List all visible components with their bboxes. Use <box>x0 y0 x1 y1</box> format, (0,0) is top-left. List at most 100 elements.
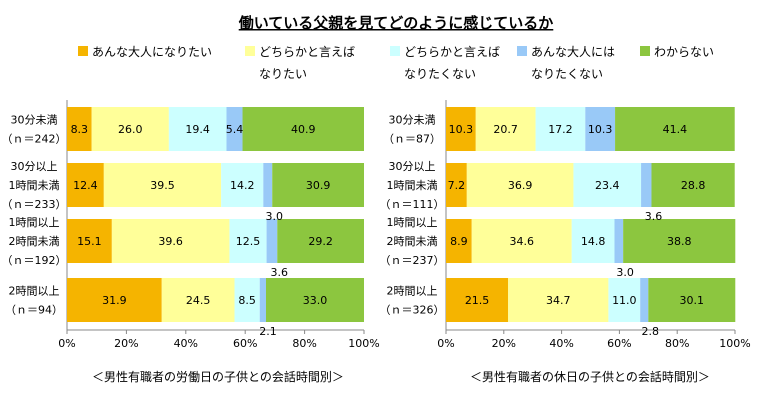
data-label: 41.4 <box>663 123 688 136</box>
bar-segment <box>446 219 472 263</box>
bar-segment <box>614 219 624 263</box>
data-label: 7.2 <box>448 179 466 192</box>
bar-segment <box>446 107 476 151</box>
data-label: 3.0 <box>265 210 283 223</box>
category-label: （ｎ＝237） <box>380 254 445 267</box>
x-tick-label: 60% <box>607 337 631 350</box>
data-label: 39.5 <box>150 179 175 192</box>
category-label: 1時間以上 <box>9 216 60 229</box>
data-label: 24.5 <box>186 294 211 307</box>
data-label: 29.2 <box>308 235 333 248</box>
x-tick-label: 100% <box>719 337 750 350</box>
legend-label-4-0: わからない <box>654 45 714 59</box>
category-label: 1時間未満 <box>387 179 438 192</box>
category-label: （ｎ＝242） <box>2 133 67 146</box>
bar-segment <box>259 278 266 322</box>
bar-segment <box>67 278 162 322</box>
bar-segment <box>466 163 574 207</box>
data-label: 12.5 <box>236 235 261 248</box>
x-tick-label: 80% <box>665 337 689 350</box>
bar-segment <box>573 163 642 207</box>
data-label: 2.1 <box>259 325 277 338</box>
data-label: 28.8 <box>681 179 706 192</box>
data-label: 19.4 <box>185 123 210 136</box>
x-tick-label: 0% <box>58 337 75 350</box>
category-label: （ｎ＝94） <box>5 304 63 317</box>
bar-segment <box>651 163 735 207</box>
data-label: 3.6 <box>271 266 289 279</box>
data-label: 15.1 <box>77 235 102 248</box>
category-label: 1時間未満 <box>9 179 60 192</box>
category-label: 2時間未満 <box>9 235 60 248</box>
x-tick-label: 60% <box>233 337 257 350</box>
chart-holiday: 0% 20% 40% 60% 80% 100% 30分未満 （ｎ＝87） 30分以上 1時間未満 （… <box>380 100 751 384</box>
legend-swatch-3 <box>517 46 527 56</box>
data-label: 8.9 <box>450 235 468 248</box>
bar-segment <box>111 219 230 263</box>
data-label: 14.2 <box>230 179 255 192</box>
data-label: 34.6 <box>509 235 534 248</box>
data-label: 33.0 <box>303 294 328 307</box>
data-label: 38.8 <box>667 235 692 248</box>
data-label: 20.7 <box>493 123 518 136</box>
bar-segment <box>265 278 364 322</box>
category-label: 2時間以上 <box>9 285 60 298</box>
x-tick-label: 0% <box>437 337 454 350</box>
bar-segment <box>67 163 104 207</box>
category-label: 30分以上 <box>389 160 436 173</box>
legend-label-2-1: なりたくない <box>404 67 476 81</box>
data-label: 12.4 <box>73 179 98 192</box>
bar-segment <box>272 163 364 207</box>
category-label: 2時間以上 <box>387 285 438 298</box>
data-label: 30.1 <box>680 294 705 307</box>
data-label: 21.5 <box>465 294 490 307</box>
category-label: 2時間未満 <box>387 235 438 248</box>
chart-caption: ＜男性有職者の労働日の子供との会話時間別＞ <box>92 369 344 384</box>
x-tick-label: 80% <box>292 337 316 350</box>
data-label: 2.8 <box>642 325 660 338</box>
category-label: （ｎ＝192） <box>2 254 67 267</box>
legend-label-2-0: どちらかと言えば <box>404 45 500 59</box>
bar-segment <box>446 278 509 322</box>
data-label: 14.8 <box>581 235 606 248</box>
data-label: 10.3 <box>449 123 474 136</box>
bar-segment <box>226 107 243 151</box>
legend-swatch-0 <box>78 46 88 56</box>
bar-segment <box>221 163 264 207</box>
legend-label-3-0: あんな大人には <box>531 45 615 59</box>
data-label: 3.6 <box>645 210 663 223</box>
bar-segment <box>648 278 736 322</box>
bar-segment <box>608 278 641 322</box>
data-label: 30.9 <box>306 179 331 192</box>
legend-swatch-1 <box>245 46 255 56</box>
bar-segment <box>103 163 222 207</box>
data-label: 26.0 <box>118 123 143 136</box>
data-label: 40.9 <box>291 123 316 136</box>
bar-segment <box>585 107 616 151</box>
bar-segment <box>234 278 260 322</box>
x-tick-label: 40% <box>549 337 573 350</box>
category-label: 1時間以上 <box>387 216 438 229</box>
legend-label-1-1: なりたい <box>259 67 307 81</box>
category-label: （ｎ＝233） <box>2 198 67 211</box>
legend-label-0-0: あんな大人になりたい <box>92 45 212 59</box>
chart-caption: ＜男性有職者の休日の子供との会話時間別＞ <box>470 369 710 384</box>
bar-segment <box>277 219 364 263</box>
data-label: 8.5 <box>238 294 256 307</box>
bar-segment <box>640 278 649 322</box>
chart-title: 働いている父親を見てどのように感じているか <box>238 14 554 32</box>
bar-segment <box>508 278 609 322</box>
bar-segment <box>475 107 536 151</box>
bar-segment <box>571 219 615 263</box>
category-label: （ｎ＝87） <box>383 133 441 146</box>
bar-segment <box>623 219 736 263</box>
chart-workday: 0% 20% 40% 60% 80% 100% 30分未満 （ｎ＝242） 30分以上 1時間未満… <box>2 100 380 384</box>
bar-segment <box>641 163 652 207</box>
category-label: 30分以上 <box>11 160 58 173</box>
data-label: 34.7 <box>546 294 571 307</box>
bar-segment <box>446 163 467 207</box>
bar-segment <box>91 107 169 151</box>
bar-segment <box>67 219 112 263</box>
data-label: 36.9 <box>508 179 533 192</box>
